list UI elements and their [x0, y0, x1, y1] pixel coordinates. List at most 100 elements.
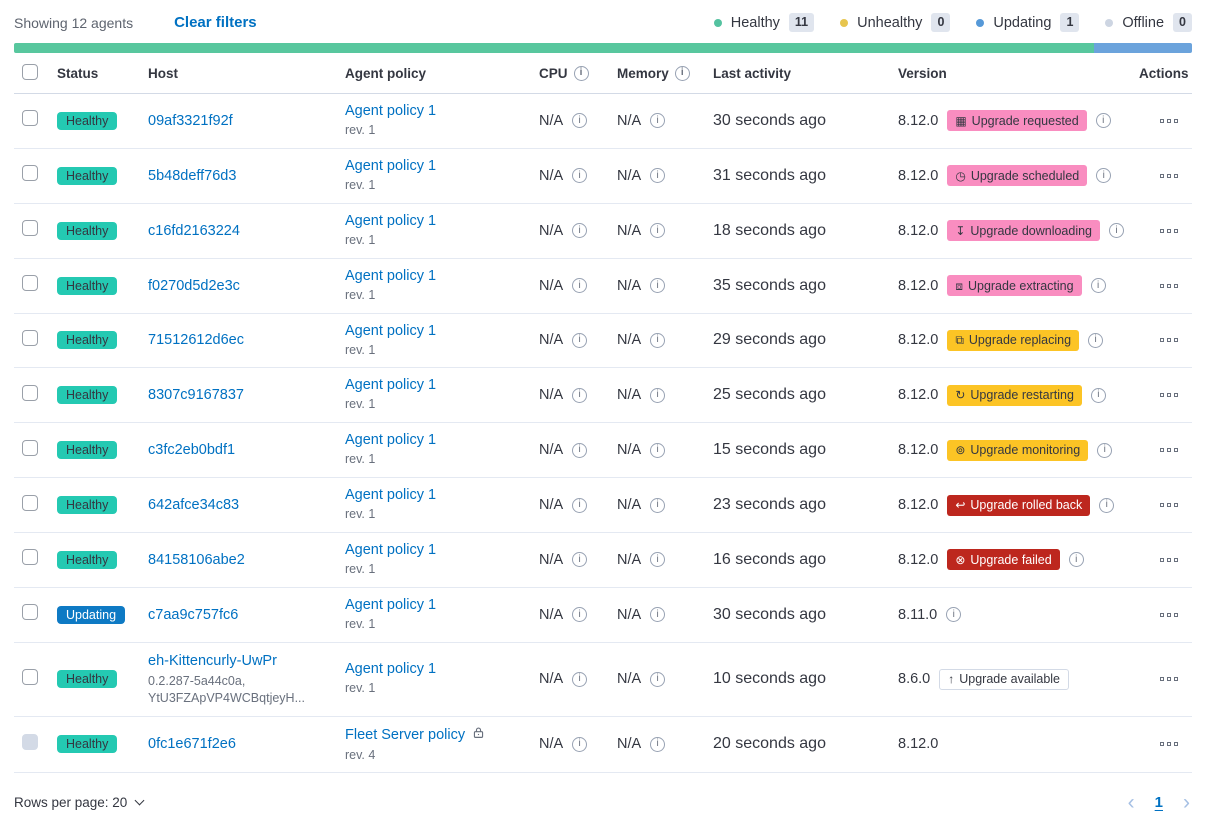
agent-policy-link[interactable]: Agent policy 1	[345, 542, 437, 558]
agent-policy-link[interactable]: Agent policy 1	[345, 432, 437, 449]
upgrade-info-icon[interactable]: i	[1068, 552, 1084, 568]
actions-button[interactable]	[1158, 554, 1180, 566]
actions-button[interactable]	[1158, 389, 1180, 401]
cpu-info-icon[interactable]: i	[572, 278, 588, 294]
host-link[interactable]: 642afce34c83	[148, 497, 240, 514]
memory-info-icon[interactable]: i	[650, 387, 666, 403]
agent-policy-link[interactable]: Agent policy 1	[345, 596, 437, 613]
agent-policy-link[interactable]: Agent policy 1	[345, 157, 437, 174]
agent-policy-link[interactable]: Fleet Server policy	[345, 726, 466, 743]
row-checkbox[interactable]	[22, 384, 38, 401]
column-header-last-activity[interactable]: Last activity	[713, 65, 792, 81]
rows-per-page-selector[interactable]: Rows per page: 20	[14, 795, 145, 810]
previous-page-arrow-icon[interactable]: ‹	[1127, 790, 1135, 814]
cpu-info-icon[interactable]: i	[572, 223, 588, 239]
host-link[interactable]: 5b48deff76d3	[148, 167, 237, 184]
cpu-info-icon[interactable]: i	[572, 168, 588, 184]
row-checkbox[interactable]	[22, 494, 38, 511]
agent-policy-link[interactable]: Agent policy 1	[345, 487, 437, 504]
memory-info-icon[interactable]: i	[650, 223, 666, 239]
agent-policy-link[interactable]: Agent policy 1	[345, 267, 437, 284]
row-checkbox[interactable]	[22, 549, 38, 566]
upgrade-info-icon[interactable]: i	[1097, 442, 1113, 458]
host-link[interactable]: 71512612d6ec	[148, 332, 244, 349]
memory-info-icon[interactable]: i	[650, 607, 666, 623]
row-checkbox[interactable]	[22, 110, 38, 127]
row-checkbox-cell	[14, 384, 50, 406]
actions-button[interactable]	[1158, 280, 1180, 292]
next-page-arrow-icon[interactable]: ›	[1183, 790, 1190, 814]
column-header-host[interactable]: Host	[148, 65, 178, 81]
cpu-info-icon[interactable]: i	[572, 113, 588, 129]
upgrade-info-icon[interactable]: i	[1090, 278, 1106, 294]
actions-button[interactable]	[1158, 738, 1180, 750]
cpu-column-info-icon[interactable]: i	[573, 65, 589, 81]
agent-table-row: Healthy c3fc2eb0bdf1 Agent policy 1 rev. 1 N…	[14, 423, 1192, 479]
host-link[interactable]: c7aa9c757fc6	[148, 606, 239, 623]
actions-button[interactable]	[1158, 499, 1180, 511]
row-checkbox[interactable]	[22, 329, 38, 346]
host-link[interactable]: 0fc1e671f2e6	[148, 736, 236, 753]
column-header-version[interactable]: Version	[898, 65, 947, 81]
memory-info-icon[interactable]: i	[650, 497, 666, 513]
host-link[interactable]: c3fc2eb0bdf1	[148, 442, 236, 459]
agent-policy-link[interactable]: Agent policy 1	[345, 661, 437, 678]
column-header-status[interactable]: Status	[57, 65, 99, 81]
cpu-info-icon[interactable]: i	[572, 552, 588, 568]
actions-button[interactable]	[1158, 334, 1180, 346]
page-number-1[interactable]: 1	[1154, 793, 1163, 811]
select-all-checkbox[interactable]	[22, 63, 38, 80]
memory-column-info-icon[interactable]: i	[674, 65, 690, 81]
host-link[interactable]: 8307c9167837	[148, 387, 244, 404]
actions-button[interactable]	[1158, 673, 1180, 685]
memory-info-icon[interactable]: i	[650, 442, 666, 458]
actions-button[interactable]	[1158, 170, 1180, 182]
upgrade-info-icon[interactable]: i	[1109, 223, 1125, 239]
agent-policy-link[interactable]: Agent policy 1	[345, 212, 437, 229]
row-checkbox[interactable]	[22, 604, 38, 621]
memory-value: N/A	[617, 551, 642, 568]
actions-button[interactable]	[1158, 225, 1180, 237]
upgrade-info-icon[interactable]: i	[1095, 113, 1111, 129]
host-link[interactable]: c16fd2163224	[148, 222, 240, 239]
cpu-info-icon[interactable]: i	[572, 736, 588, 752]
host-link[interactable]: 09af3321f92f	[148, 112, 233, 129]
memory-info-icon[interactable]: i	[650, 736, 666, 752]
column-header-cpu[interactable]: CPU i	[532, 65, 610, 81]
row-checkbox[interactable]	[22, 165, 38, 182]
memory-info-icon[interactable]: i	[650, 278, 666, 294]
clear-filters-link[interactable]: Clear filters	[174, 14, 257, 31]
cpu-info-icon[interactable]: i	[572, 332, 588, 348]
agent-policy-link[interactable]: Agent policy 1	[345, 103, 437, 119]
actions-button[interactable]	[1158, 609, 1180, 621]
actions-button[interactable]	[1158, 115, 1180, 127]
memory-info-icon[interactable]: i	[650, 113, 666, 129]
cpu-info-icon[interactable]: i	[572, 497, 588, 513]
actions-button[interactable]	[1158, 444, 1180, 456]
memory-info-icon[interactable]: i	[650, 671, 666, 687]
return-icon: ↩	[955, 498, 966, 513]
upgrade-info-icon[interactable]: i	[1090, 387, 1106, 403]
row-checkbox[interactable]	[22, 220, 38, 237]
cpu-info-icon[interactable]: i	[572, 607, 588, 623]
cpu-info-icon[interactable]: i	[572, 442, 588, 458]
upgrade-info-icon[interactable]: i	[946, 607, 962, 623]
upgrade-info-icon[interactable]: i	[1099, 497, 1115, 513]
row-checkbox[interactable]	[22, 668, 38, 685]
upgrade-info-icon[interactable]: i	[1088, 332, 1104, 348]
agent-policy-link[interactable]: Agent policy 1	[345, 322, 437, 339]
host-link[interactable]: f0270d5d2e3c	[148, 277, 240, 294]
host-link[interactable]: eh-Kittencurly-UwPr	[148, 652, 277, 669]
column-header-memory[interactable]: Memory i	[610, 65, 706, 81]
host-link[interactable]: 84158106abe2	[148, 551, 245, 568]
cpu-info-icon[interactable]: i	[572, 387, 588, 403]
upgrade-info-icon[interactable]: i	[1096, 168, 1112, 184]
agent-policy-link[interactable]: Agent policy 1	[345, 377, 437, 394]
column-header-agent-policy[interactable]: Agent policy	[345, 65, 427, 81]
row-checkbox[interactable]	[22, 439, 38, 456]
memory-info-icon[interactable]: i	[650, 168, 666, 184]
memory-info-icon[interactable]: i	[650, 332, 666, 348]
row-checkbox[interactable]	[22, 275, 38, 292]
memory-info-icon[interactable]: i	[650, 552, 666, 568]
cpu-info-icon[interactable]: i	[572, 671, 588, 687]
